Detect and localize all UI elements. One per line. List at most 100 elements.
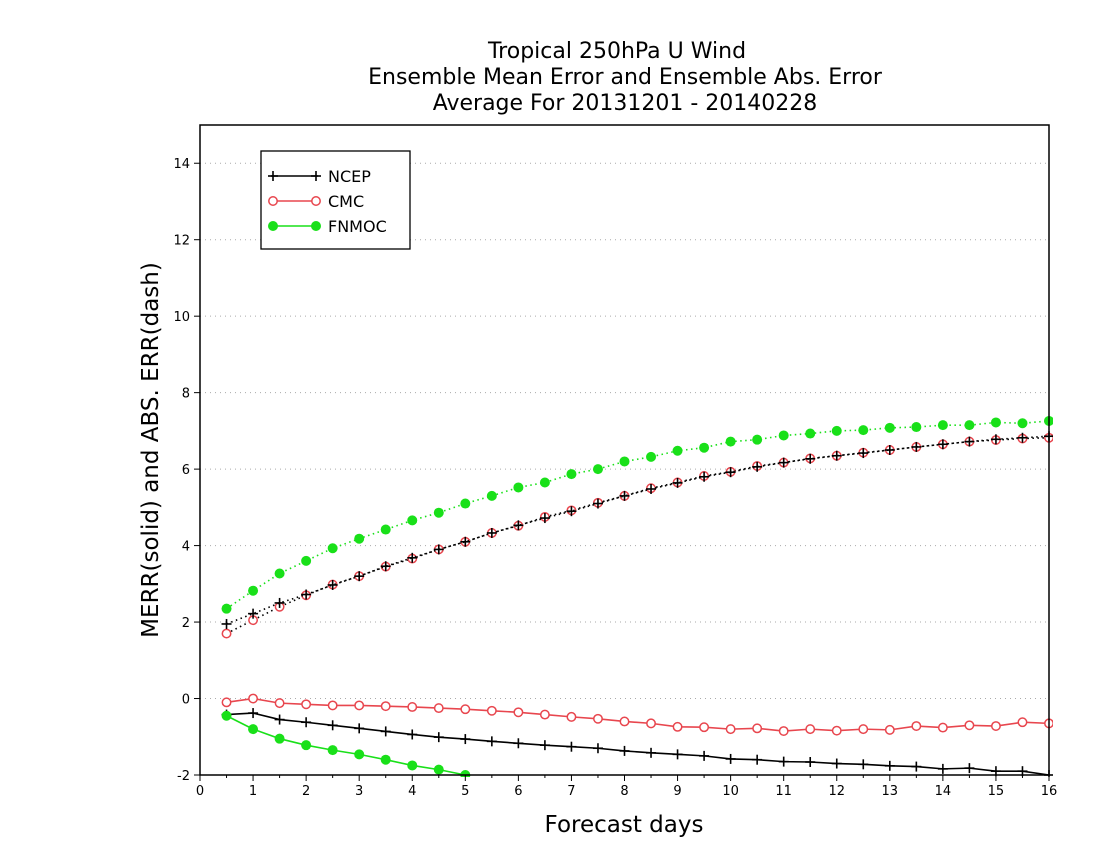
point-ncep-merr bbox=[327, 720, 338, 731]
point-ncep-merr bbox=[778, 756, 789, 767]
point-ncep-merr bbox=[248, 708, 259, 719]
point-ncep-abs-err bbox=[1017, 432, 1028, 443]
line-ncep-abs-err bbox=[226, 435, 1050, 625]
point-fnmoc-abs-err bbox=[354, 533, 365, 544]
point-ncep-merr bbox=[858, 759, 869, 770]
legend-marker-cmc bbox=[268, 196, 278, 206]
point-ncep-merr bbox=[619, 745, 630, 756]
x-tick-label: 16 bbox=[1041, 784, 1058, 799]
legend: NCEP CMC FNMOC bbox=[260, 150, 411, 250]
point-cmc-merr bbox=[354, 700, 365, 711]
point-ncep-abs-err bbox=[964, 436, 975, 447]
line-cmc-merr bbox=[226, 697, 1050, 732]
point-fnmoc-abs-err bbox=[539, 477, 550, 488]
point-ncep-abs-err bbox=[539, 513, 550, 524]
point-cmc-merr bbox=[1017, 717, 1028, 728]
point-fnmoc-abs-err bbox=[433, 507, 444, 518]
x-tick-label: 2 bbox=[302, 784, 310, 799]
series-ncep bbox=[221, 431, 1053, 777]
y-tick-label: 14 bbox=[173, 157, 190, 172]
point-fnmoc-merr bbox=[433, 764, 444, 775]
point-ncep-abs-err bbox=[619, 490, 630, 501]
point-cmc-abs-err bbox=[221, 628, 232, 639]
point-ncep-merr bbox=[884, 760, 895, 771]
point-cmc-merr bbox=[884, 724, 895, 735]
point-ncep-merr bbox=[274, 714, 285, 725]
point-cmc-merr bbox=[221, 697, 232, 708]
y-tick-label: 6 bbox=[182, 463, 190, 478]
point-ncep-merr bbox=[566, 741, 577, 752]
y-tick-label: 8 bbox=[182, 387, 190, 402]
point-cmc-merr bbox=[327, 700, 338, 711]
point-cmc-merr bbox=[646, 718, 656, 729]
point-ncep-merr bbox=[407, 729, 418, 740]
line-fnmoc-merr bbox=[226, 715, 466, 776]
point-fnmoc-merr bbox=[274, 733, 285, 744]
point-fnmoc-merr bbox=[248, 724, 259, 735]
line-cmc-abs-err bbox=[226, 436, 1050, 635]
legend-marker-fnmoc bbox=[268, 221, 278, 231]
series-cmc bbox=[221, 432, 1053, 736]
point-cmc-merr bbox=[380, 701, 391, 712]
y-tick-label: -2 bbox=[177, 769, 190, 784]
point-ncep-merr bbox=[911, 761, 922, 772]
point-ncep-abs-err bbox=[858, 448, 869, 459]
point-ncep-merr bbox=[646, 747, 657, 758]
point-fnmoc-abs-err bbox=[380, 524, 391, 535]
chart-title: Tropical 250hPa U Wind Ensemble Mean Err… bbox=[368, 39, 883, 116]
legend-marker-cmc bbox=[311, 196, 321, 206]
point-fnmoc-abs-err bbox=[327, 543, 338, 554]
point-ncep-abs-err bbox=[831, 450, 842, 461]
point-ncep-abs-err bbox=[778, 457, 789, 468]
point-fnmoc-abs-err bbox=[911, 422, 922, 433]
x-tick-label: 6 bbox=[514, 784, 522, 799]
point-ncep-abs-err bbox=[699, 471, 710, 482]
point-fnmoc-abs-err bbox=[407, 515, 418, 526]
point-cmc-merr bbox=[619, 716, 630, 727]
point-ncep-merr bbox=[937, 763, 948, 774]
point-cmc-merr bbox=[274, 698, 285, 709]
legend-label-ncep: NCEP bbox=[328, 167, 371, 186]
point-fnmoc-abs-err bbox=[592, 464, 603, 475]
point-ncep-abs-err bbox=[513, 520, 524, 531]
point-fnmoc-abs-err bbox=[646, 451, 657, 462]
point-cmc-merr bbox=[937, 722, 948, 733]
point-ncep-merr bbox=[699, 750, 710, 761]
legend-marker-ncep bbox=[268, 171, 278, 181]
point-cmc-merr bbox=[778, 726, 789, 736]
point-ncep-merr bbox=[964, 763, 975, 774]
x-tick-label: 11 bbox=[775, 784, 792, 799]
point-ncep-merr bbox=[831, 758, 842, 769]
point-fnmoc-abs-err bbox=[699, 442, 710, 453]
point-ncep-merr bbox=[301, 717, 312, 728]
point-fnmoc-abs-err bbox=[964, 420, 975, 431]
point-ncep-abs-err bbox=[460, 536, 471, 547]
point-ncep-abs-err bbox=[380, 561, 391, 572]
chart-title-line-3: Average For 20131201 - 20140228 bbox=[433, 91, 818, 116]
point-fnmoc-abs-err bbox=[221, 603, 232, 614]
x-axis-label: Forecast days bbox=[545, 812, 704, 838]
point-cmc-merr bbox=[911, 721, 922, 732]
point-fnmoc-abs-err bbox=[460, 498, 471, 509]
point-fnmoc-merr bbox=[380, 754, 391, 765]
point-cmc-merr bbox=[990, 721, 1001, 732]
point-fnmoc-abs-err bbox=[805, 428, 816, 439]
point-ncep-abs-err bbox=[592, 498, 603, 509]
point-fnmoc-merr bbox=[221, 710, 232, 721]
x-tick-label: 8 bbox=[620, 784, 628, 799]
line-fnmoc-abs-err bbox=[226, 420, 1050, 610]
point-ncep-merr bbox=[513, 738, 524, 749]
point-ncep-abs-err bbox=[752, 461, 763, 472]
point-fnmoc-abs-err bbox=[513, 482, 524, 493]
y-tick-label: 10 bbox=[173, 310, 190, 325]
point-fnmoc-abs-err bbox=[884, 422, 895, 433]
series-layer bbox=[221, 415, 1053, 777]
point-ncep-abs-err bbox=[646, 484, 657, 494]
chart-title-line-2: Ensemble Mean Error and Ensemble Abs. Er… bbox=[368, 65, 883, 90]
point-fnmoc-abs-err bbox=[301, 555, 312, 566]
point-fnmoc-abs-err bbox=[486, 490, 497, 501]
point-cmc-merr bbox=[699, 722, 710, 733]
point-fnmoc-abs-err bbox=[990, 417, 1001, 428]
point-fnmoc-abs-err bbox=[248, 585, 259, 596]
